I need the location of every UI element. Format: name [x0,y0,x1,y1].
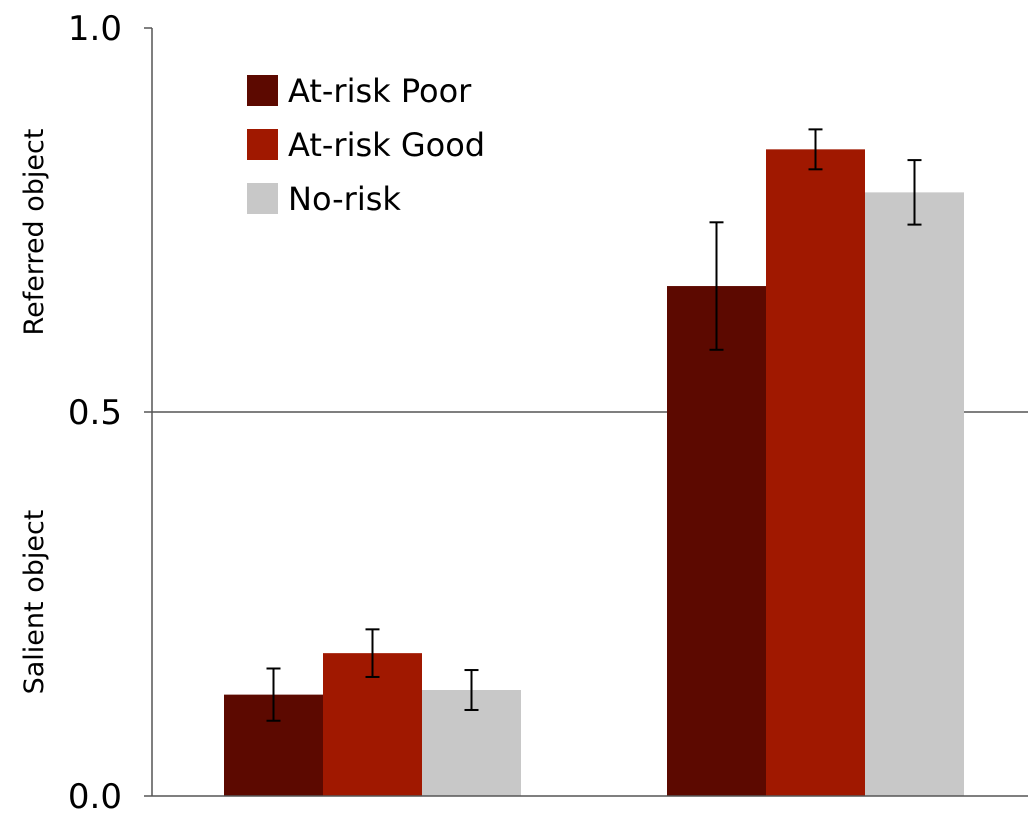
legend: At-risk Poor At-risk Good No-risk [247,72,485,218]
y-tick-label-1: 0.5 [68,393,122,433]
error-bars [266,128,922,722]
legend-label-2: No-risk [288,180,401,218]
legend-item-1: At-risk Good [247,126,485,164]
legend-swatch-2 [247,183,278,214]
bars [224,149,964,797]
y-axis [144,27,1028,797]
legend-item-0: At-risk Poor [247,72,472,110]
y-tick-label-0: 0.0 [68,777,122,817]
legend-item-2: No-risk [247,180,401,218]
bar-1-group-1 [766,149,865,796]
legend-label-0: At-risk Poor [288,72,472,110]
legend-label-1: At-risk Good [288,126,485,164]
error-bar-0-group-0 [266,667,281,722]
error-bar-1-group-1 [808,128,823,171]
error-bar-2-group-1 [907,159,922,226]
error-bar-1-group-0 [365,628,380,678]
y-axis-label-referred: Referred object [19,129,50,336]
y-axis-label-salient: Salient object [19,510,50,695]
y-tick-label-2: 1.0 [68,9,122,49]
y-tick-labels: 0.0 0.5 1.0 [68,9,122,817]
bar-2-group-1 [865,192,964,797]
legend-swatch-1 [247,129,278,160]
error-bar-0-group-1 [709,221,724,351]
bar-0-group-1 [667,286,766,796]
error-bar-2-group-0 [464,669,479,711]
legend-swatch-0 [247,75,278,106]
